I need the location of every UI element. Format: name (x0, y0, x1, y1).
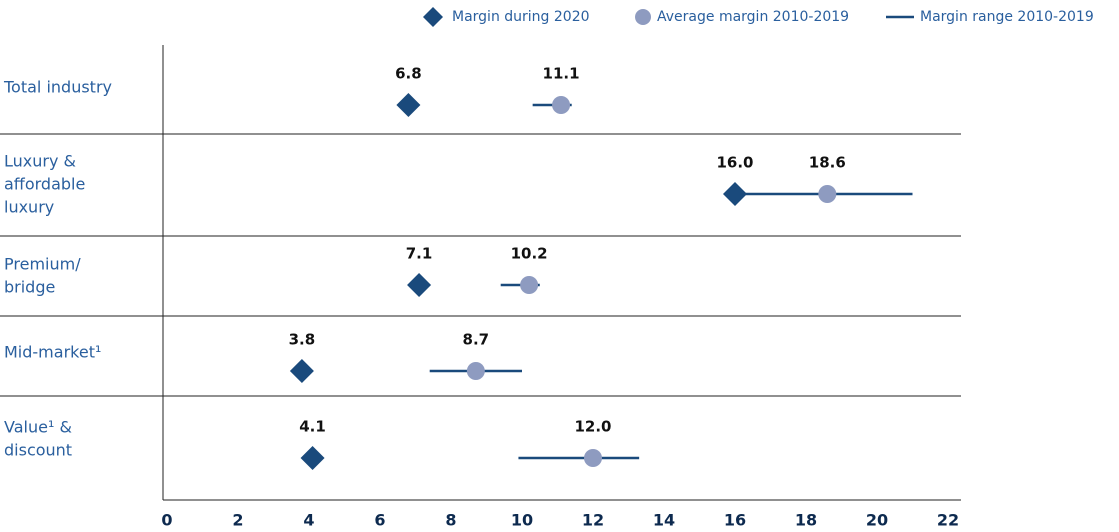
value-label: 11.1 (543, 65, 580, 83)
legend-diamond (423, 7, 443, 27)
margin-diamond (289, 359, 314, 383)
value-label: 10.2 (511, 245, 548, 263)
value-label: 7.1 (406, 245, 433, 263)
category-label: discount (4, 441, 72, 460)
average-dot (466, 362, 485, 380)
value-label: 8.7 (463, 331, 490, 349)
x-tick-label: 22 (937, 511, 959, 530)
category-label: bridge (4, 278, 55, 297)
category-label: Mid-market¹ (4, 343, 101, 362)
legend-label: Margin during 2020 (452, 9, 590, 25)
category-label: luxury (4, 198, 54, 217)
x-tick-label: 6 (374, 511, 385, 530)
x-tick-label: 2 (232, 511, 243, 530)
value-label: 4.1 (299, 418, 326, 436)
legend-label: Margin range 2010-2019 (920, 9, 1094, 25)
average-dot (818, 185, 837, 203)
margin-diamond (300, 446, 325, 470)
value-label: 6.8 (395, 65, 422, 83)
category-label: Luxury & (4, 152, 76, 171)
x-tick-label: 16 (724, 511, 746, 530)
margin-diamond (723, 182, 747, 206)
category-label: Total industry (3, 78, 112, 97)
legend-dot (635, 9, 651, 25)
x-tick-label: 10 (511, 511, 533, 530)
margin-diamond (396, 93, 421, 117)
average-dot (552, 96, 571, 114)
legend-label: Average margin 2010-2019 (657, 9, 849, 25)
value-label: 18.6 (809, 154, 846, 172)
x-tick-label: 14 (653, 511, 675, 530)
x-tick-label: 0 (161, 511, 172, 530)
margin-diamond (407, 273, 432, 297)
average-dot (584, 449, 602, 467)
value-label: 16.0 (716, 154, 753, 172)
category-label: Premium/ (4, 255, 81, 274)
x-tick-label: 18 (795, 511, 817, 530)
category-label: affordable (4, 175, 85, 194)
x-tick-label: 8 (445, 511, 456, 530)
x-tick-label: 4 (303, 511, 314, 530)
value-label: 3.8 (289, 331, 316, 349)
x-tick-label: 20 (866, 511, 888, 530)
x-tick-label: 12 (582, 511, 604, 530)
average-dot (520, 276, 539, 294)
value-label: 12.0 (574, 418, 611, 436)
category-label: Value¹ & (4, 418, 72, 437)
